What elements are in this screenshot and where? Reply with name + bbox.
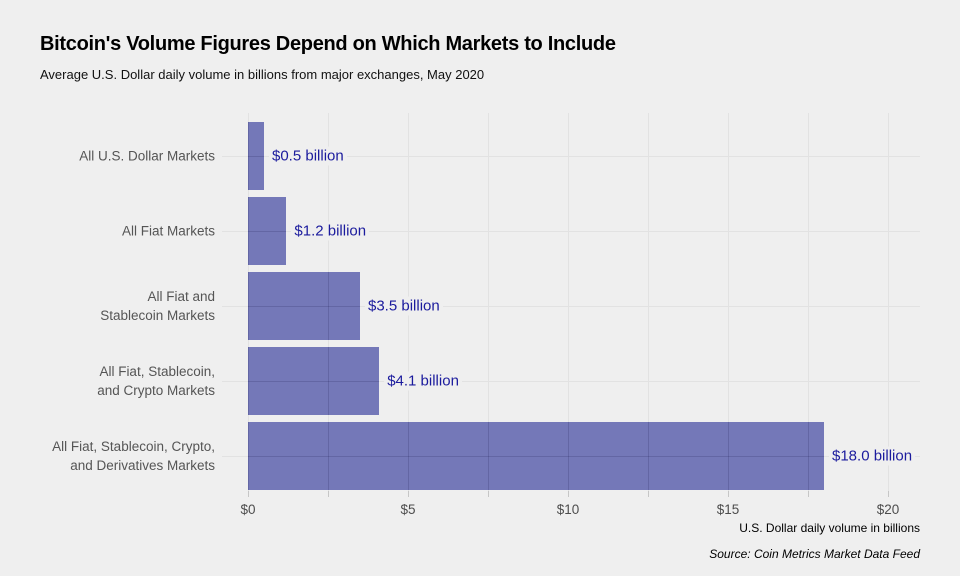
bar-centerline xyxy=(248,231,287,232)
x-tick xyxy=(648,491,649,497)
bar xyxy=(248,347,380,415)
category-label: All Fiat Markets xyxy=(30,220,218,242)
bar-value-label: $0.5 billion xyxy=(269,146,347,166)
chart-title: Bitcoin's Volume Figures Depend on Which… xyxy=(40,33,616,55)
h-gridline xyxy=(222,156,920,157)
x-tick-label: $15 xyxy=(716,502,740,517)
x-tick-label: $10 xyxy=(556,502,580,517)
bar xyxy=(248,422,824,490)
x-tick xyxy=(408,491,409,497)
category-label: All Fiat and Stablecoin Markets xyxy=(30,286,218,326)
bar xyxy=(248,197,287,265)
source-note: Source: Coin Metrics Market Data Feed xyxy=(709,547,920,561)
bar-value-label: $3.5 billion xyxy=(365,296,443,316)
category-label: All Fiat, Stablecoin, Crypto, and Deriva… xyxy=(30,436,218,476)
x-tick xyxy=(728,491,729,497)
x-tick xyxy=(888,491,889,497)
bar-centerline xyxy=(248,456,824,457)
bar-value-label: $18.0 billion xyxy=(829,446,916,466)
bar-centerline xyxy=(248,156,264,157)
x-tick xyxy=(488,491,489,497)
v-gridline xyxy=(568,113,569,491)
x-axis-label: U.S. Dollar daily volume in billions xyxy=(739,521,920,535)
bar-value-label: $4.1 billion xyxy=(384,371,462,391)
v-gridline xyxy=(648,113,649,491)
x-tick xyxy=(808,491,809,497)
v-gridline xyxy=(728,113,729,491)
h-gridline xyxy=(222,381,920,382)
category-label: All U.S. Dollar Markets xyxy=(30,145,218,167)
v-gridline xyxy=(888,113,889,491)
bar-centerline xyxy=(248,306,360,307)
bar xyxy=(248,122,264,190)
x-tick xyxy=(568,491,569,497)
x-tick-label: $0 xyxy=(240,502,256,517)
h-gridline xyxy=(222,306,920,307)
chart-subtitle: Average U.S. Dollar daily volume in bill… xyxy=(40,67,485,82)
bar-value-label: $1.2 billion xyxy=(291,221,370,241)
bar-centerline xyxy=(248,381,380,382)
bar xyxy=(248,272,360,340)
v-gridline xyxy=(488,113,489,491)
x-tick-label: $20 xyxy=(876,502,900,517)
x-tick-label: $5 xyxy=(400,502,416,517)
x-tick xyxy=(248,491,249,497)
h-gridline xyxy=(222,231,920,232)
x-tick xyxy=(328,491,329,497)
category-label: All Fiat, Stablecoin, and Crypto Markets xyxy=(30,361,218,401)
v-gridline xyxy=(808,113,809,491)
